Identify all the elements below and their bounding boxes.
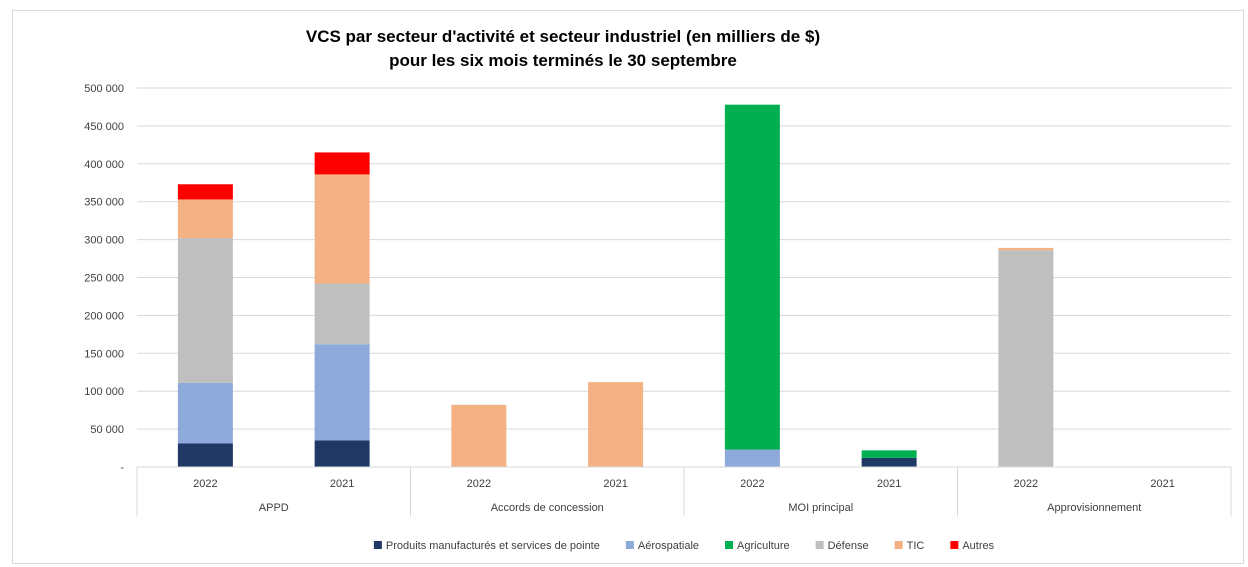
y-axis: - 50 000 100 000 150 000 200 000 250 000 300 0…: [84, 83, 124, 474]
legend-swatch-agriculture: [725, 541, 734, 549]
bars: [177, 104, 1054, 467]
legend-swatch-produits-manufactures-et-services-de-pointe: [373, 541, 382, 549]
chart-title-line-2: pour les six mois terminés le 30 septemb…: [389, 51, 737, 70]
bar-defense: [177, 238, 233, 383]
bar-produits-manufactures-et-services-de-pointe: [177, 443, 233, 467]
y-tick-label: 50 000: [90, 424, 124, 436]
y-tick-label: 350 000: [84, 197, 124, 209]
legend: Produits manufacturés et services de poi…: [373, 540, 995, 552]
x-tick-label: 2021: [877, 478, 901, 490]
bar-produits-manufactures-et-services-de-pointe: [314, 440, 370, 467]
legend-label-tic: TIC: [907, 540, 925, 552]
bar-tic: [314, 174, 370, 284]
chart-frame: VCS par secteur d'activité et secteur in…: [12, 10, 1244, 564]
bar-autres: [314, 152, 370, 175]
y-tick-label: 250 000: [84, 273, 124, 285]
x-axis: 2022 2021 2022 2021 2022 2021 2022 2021 APPD Acco…: [136, 466, 1232, 516]
x-group-label: Accords de concession: [491, 502, 604, 514]
y-tick-label: 100 000: [84, 386, 124, 398]
bar-aerospatiale: [177, 382, 233, 444]
chart-plot: - 50 000 100 000 150 000 200 000 250 000 300 0…: [84, 83, 1232, 552]
x-group-label: APPD: [259, 502, 289, 514]
x-tick-label: 2022: [1014, 478, 1038, 490]
legend-swatch-aerospatiale: [625, 541, 634, 549]
legend-swatch-autres: [950, 541, 959, 549]
x-tick-label: 2021: [330, 478, 354, 490]
bar-autres: [177, 184, 233, 200]
legend-label-produits-manufactures-et-services-de-pointe: Produits manufacturés et services de poi…: [386, 540, 600, 552]
chart-title-line-1: VCS par secteur d'activité et secteur in…: [305, 27, 821, 46]
bar-aerospatiale: [724, 449, 780, 467]
y-tick-label: 500 000: [84, 83, 124, 95]
legend-label-defense: Défense: [828, 540, 869, 552]
x-tick-label: 2022: [740, 478, 764, 490]
legend-swatch-tic: [894, 541, 903, 549]
bar-produits-manufactures-et-services-de-pointe: [861, 457, 917, 467]
legend-label-agriculture: Agriculture: [737, 540, 790, 552]
bar-aerospatiale: [314, 344, 370, 441]
y-tick-label: -: [120, 462, 124, 474]
y-tick-label: 200 000: [84, 310, 124, 322]
bar-defense: [314, 283, 370, 345]
legend-label-aerospatiale: Aérospatiale: [638, 540, 699, 552]
y-tick-label: 150 000: [84, 348, 124, 360]
bar-tic: [451, 404, 507, 467]
y-tick-label: 400 000: [84, 159, 124, 171]
gridlines: [137, 87, 1231, 430]
y-tick-label: 300 000: [84, 235, 124, 247]
legend-label-autres: Autres: [962, 540, 994, 552]
x-tick-label: 2022: [193, 478, 217, 490]
bar-tic: [588, 382, 644, 467]
x-tick-label: 2022: [467, 478, 491, 490]
bar-agriculture: [724, 104, 780, 450]
bar-defense: [998, 250, 1054, 467]
bar-tic: [998, 247, 1054, 251]
x-tick-label: 2021: [603, 478, 627, 490]
x-group-label: Approvisionnement: [1047, 502, 1141, 514]
x-group-label: MOI principal: [788, 502, 853, 514]
y-tick-label: 450 000: [84, 121, 124, 133]
bar-tic: [177, 199, 233, 239]
bar-agriculture: [861, 450, 917, 458]
legend-swatch-defense: [815, 541, 824, 549]
x-tick-label: 2021: [1150, 478, 1174, 490]
